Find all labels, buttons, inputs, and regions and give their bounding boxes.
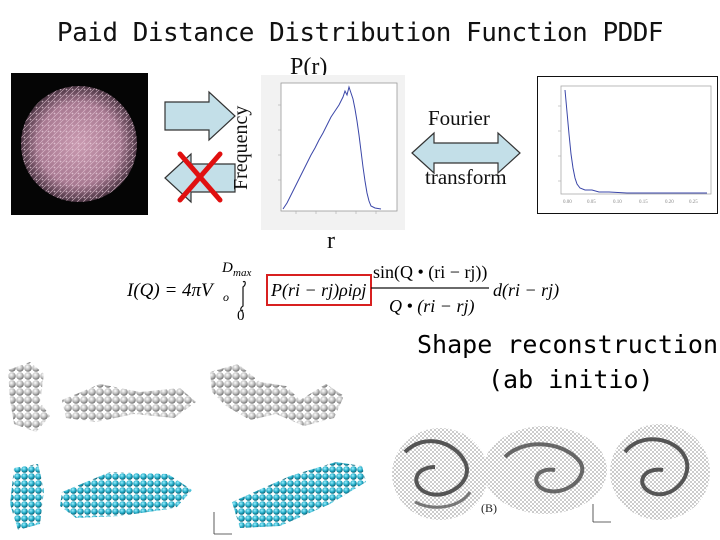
page-title: Paid Distance Distribution Function PDDF	[56, 18, 664, 48]
svg-text:0.15: 0.15	[639, 200, 648, 205]
svg-text:0.20: 0.20	[665, 200, 674, 205]
teal-bead-model-3	[232, 462, 366, 528]
formula-lhs-sub: o	[223, 290, 229, 304]
svg-text:0.10: 0.10	[613, 200, 622, 205]
highlight-box	[266, 274, 372, 306]
svg-text:0.00: 0.00	[563, 200, 572, 205]
ribbon-structures-image: (B)	[385, 412, 720, 540]
formula-integrand: P(ri − rj)ρiρj	[270, 280, 366, 301]
integral-sign	[240, 280, 246, 312]
transform-label: transform	[425, 165, 507, 189]
gray-bead-model-1	[8, 362, 50, 432]
gray-bead-model-3	[210, 364, 344, 426]
ribbon-model-2	[483, 426, 607, 514]
formula-denominator: Q • (ri − rj)	[389, 296, 474, 317]
formula-lhs: I(Q) = 4πV	[126, 280, 215, 301]
intensity-plot: 0.00 0.05 0.10 0.15 0.20 0.25	[537, 76, 718, 214]
double-headed-arrow-icon	[411, 131, 521, 175]
svg-text:0.05: 0.05	[587, 200, 596, 205]
frequency-axis-label: Frequency	[230, 105, 252, 190]
formula-lower-limit: 0	[237, 308, 245, 324]
pddf-plot	[261, 75, 405, 230]
integral-formula: I(Q) = 4πV o D max 0 P(ri − rj)ρiρj sin(…	[126, 260, 559, 324]
svg-text:0.25: 0.25	[689, 200, 698, 205]
ribbon-model-1	[392, 428, 488, 520]
gray-bead-model-2	[62, 384, 196, 422]
teal-bead-model-1	[10, 464, 44, 530]
formula-upper-limit-sub: max	[233, 267, 251, 279]
ribbon-model-3	[610, 424, 710, 520]
red-x-icon	[177, 151, 223, 203]
right-arrow-icon	[164, 90, 236, 142]
bead-models-image	[8, 362, 366, 535]
formula-upper-limit: D	[221, 260, 233, 276]
fourier-label: Fourier	[428, 106, 490, 130]
axis-icon	[213, 512, 232, 535]
ab-initio-label: (ab initio)	[488, 365, 654, 394]
molecule-image	[11, 73, 148, 215]
shape-reconstruction-label: Shape reconstruction	[417, 330, 719, 359]
formula-numerator: sin(Q • (ri − rj))	[373, 262, 487, 283]
formula-differential: d(ri − rj)	[493, 280, 559, 301]
r-axis-label: r	[327, 228, 335, 254]
teal-bead-model-2	[60, 472, 192, 518]
axis-icon	[592, 504, 611, 523]
panel-b-label: (B)	[481, 501, 497, 515]
